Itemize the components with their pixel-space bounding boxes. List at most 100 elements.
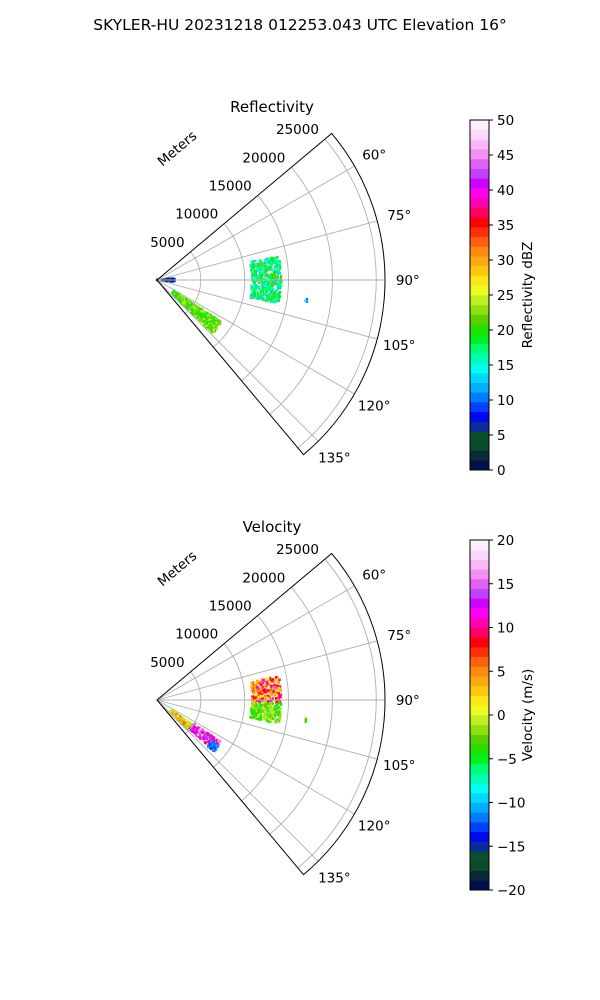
colorbar-tick-label: 35 — [497, 218, 514, 234]
colorbar-segment — [470, 275, 489, 286]
echo-cell — [252, 287, 255, 290]
echo-cell — [187, 724, 190, 727]
echo-cell — [266, 266, 269, 270]
range-ring — [269, 166, 333, 415]
echo-cell — [181, 296, 184, 299]
echo-cell — [276, 282, 279, 286]
colorbar-segment — [470, 666, 489, 677]
echo-cell — [173, 279, 176, 283]
echo-cell — [176, 292, 179, 296]
echo-cell — [266, 293, 270, 296]
echo-cell — [263, 706, 266, 709]
echo-cell — [251, 716, 255, 719]
echo-cell — [185, 725, 188, 728]
radial-tick-label: 15000 — [209, 178, 252, 194]
echo-cell — [270, 693, 273, 696]
echo-cell — [277, 265, 280, 269]
echo-cell — [197, 729, 201, 732]
echo-cell — [211, 742, 215, 745]
echo-cell — [256, 711, 259, 714]
echo-cell — [215, 747, 218, 750]
echo-cell — [279, 685, 282, 688]
echo-cell — [252, 685, 255, 688]
echo-cell — [196, 309, 199, 313]
echo-cell — [276, 293, 279, 297]
colorbar-segment — [470, 851, 489, 862]
radial-tick-label: 5000 — [150, 235, 184, 251]
echo-cell — [212, 736, 215, 739]
azimuth-tick-label: 90° — [396, 693, 420, 709]
echo-cell — [215, 327, 218, 330]
colorbar-segment — [470, 685, 489, 696]
echo-cell — [260, 291, 263, 294]
echo-cell — [259, 296, 262, 299]
colorbar-segment — [470, 656, 489, 667]
echo-cell — [277, 697, 280, 701]
echo-cell — [261, 284, 264, 287]
sector-outline — [156, 132, 386, 456]
echo-cell — [199, 316, 202, 319]
echo-cell — [265, 717, 268, 721]
colorbar-segment — [470, 715, 489, 726]
echo-cell — [261, 295, 264, 298]
echo-cell — [199, 737, 202, 740]
echo-cell — [200, 318, 204, 321]
range-ring — [241, 195, 289, 382]
echo-cell — [185, 721, 189, 725]
echo-cell — [249, 716, 252, 719]
echo-cell — [186, 307, 189, 310]
echo-cell — [185, 723, 188, 726]
echo-cell — [278, 702, 281, 705]
echo-cell — [275, 293, 278, 296]
echo-cell — [272, 684, 276, 687]
echo-cell — [258, 714, 261, 718]
echo-cell — [268, 285, 271, 288]
echo-cell — [264, 690, 267, 693]
colorbar: 0 5 10 15 20 25 30 35 40 45 50 Reflectivity dBZ — [469, 113, 536, 479]
echo-cell — [251, 698, 254, 701]
echo-cell — [270, 256, 273, 260]
echo-cell — [276, 707, 279, 710]
echo-cell — [255, 717, 258, 720]
echo-cell — [183, 302, 187, 305]
echo-cell — [181, 718, 184, 721]
azimuth-tick-label: 105° — [383, 338, 416, 354]
echo-cell — [270, 690, 273, 693]
echo-cell — [261, 697, 265, 701]
echo-cell — [266, 689, 269, 692]
colorbar-segment — [470, 549, 489, 560]
echo-cell — [264, 299, 268, 302]
echo-cell — [258, 281, 261, 285]
echo-cell — [249, 685, 253, 688]
echo-cell — [261, 272, 264, 275]
colorbar-segment — [470, 139, 489, 150]
echo-cell — [272, 274, 275, 277]
echo-cell — [170, 709, 173, 712]
echo-cell — [261, 290, 264, 293]
colorbar-label: Reflectivity dBZ — [520, 242, 536, 349]
echo-cell — [260, 266, 264, 269]
echo-cell — [264, 711, 267, 714]
echo-cell — [254, 283, 257, 286]
echo-cell — [261, 298, 265, 301]
echo-cell — [278, 266, 281, 269]
echo-cell — [269, 699, 273, 702]
echo-cell — [270, 290, 273, 293]
colorbar-segment — [470, 285, 489, 296]
echo-cell — [209, 747, 213, 750]
echo-cell — [273, 721, 276, 724]
echo-cell — [215, 739, 218, 742]
colorbar-segment — [470, 440, 489, 451]
echo-cell — [171, 292, 174, 295]
echo-cell — [266, 288, 270, 291]
echo-cell — [269, 262, 272, 266]
echo-cell — [264, 259, 267, 263]
echo-cell — [265, 719, 269, 722]
echo-cell — [205, 316, 209, 320]
echo-cell — [260, 267, 264, 270]
echo-cell — [277, 681, 280, 685]
echo-cell — [206, 311, 209, 315]
echo-cell — [209, 737, 212, 740]
echo-cell — [207, 744, 211, 748]
echo-cell — [269, 687, 272, 690]
